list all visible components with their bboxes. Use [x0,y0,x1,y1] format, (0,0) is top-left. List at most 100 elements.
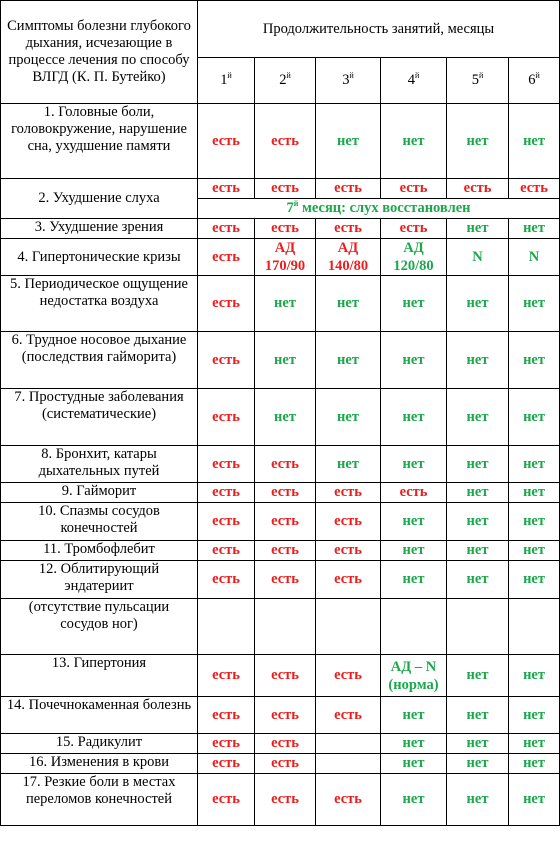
table-row: 5. Периодическое ощущение недостатка воз… [0,275,560,332]
status-cell: есть [254,560,316,599]
status-cell: нет [446,654,509,697]
symptom-cell: 12. Облитирующий эндатериит [0,560,198,599]
status-cell: нет [254,275,316,332]
status-cell: нет [446,331,509,389]
status-cell: есть [197,540,255,561]
table-row: 7. Простудные заболевания (систематическ… [0,388,560,446]
status-cell: нет [446,388,509,446]
month-header: 3й [315,57,381,104]
symptom-cell: 11. Тромбофлебит [0,540,198,561]
status-cell: нет [380,502,447,541]
symptom-cell: 17. Резкие боли в местах переломов конеч… [0,773,198,826]
status-cell: есть [254,178,316,199]
table-row: 9. Гайморит есть есть есть есть нет нет [0,482,560,503]
status-cell: есть [197,275,255,332]
status-cell: есть [254,696,316,734]
table-row: 13. Гипертония есть есть есть АД – N (норма) н… [0,654,560,697]
symptom-cell: 8. Бронхит, катары дыхательных путей [0,445,198,483]
status-cell: есть [197,560,255,599]
status-cell: нет [315,331,381,389]
status-cell: есть [315,540,381,561]
status-cell: N [446,238,509,276]
status-cell: АД 170/90 [254,238,316,276]
status-cell: нет [507,753,560,774]
status-cell: нет [507,560,560,599]
status-cell: есть [254,540,316,561]
status-cell: нет [380,275,447,332]
status-cell: есть [315,502,381,541]
status-cell: есть [254,445,316,483]
status-cell: есть [254,103,316,179]
status-cell: нет [507,331,560,389]
status-cell: нет [446,773,509,826]
status-cell: есть [315,482,381,503]
status-cell: есть [507,178,560,199]
status-cell: нет [446,560,509,599]
status-cell: есть [197,238,255,276]
status-cell: нет [446,753,509,774]
status-cell: нет [507,388,560,446]
month-suffix: й [478,71,484,81]
symptom-cell: 2. Ухудшение слуха [0,178,198,219]
status-cell: есть [254,733,316,754]
status-cell: есть [197,502,255,541]
note-row: 7й месяц: слух восстановлен [1,198,560,219]
month-header: 1й [197,57,255,104]
status-cell: N [507,238,560,276]
status-cell: есть [197,178,255,199]
status-cell: есть [197,331,255,389]
status-cell: есть [380,218,447,239]
status-cell: нет [380,733,447,754]
status-cell: АД 140/80 [315,238,381,276]
status-cell: есть [197,388,255,446]
status-cell: есть [315,773,381,826]
status-cell: нет [446,218,509,239]
duration-header: Продолжительность занятий, месяцы [196,0,560,58]
symptoms-table: Симптомы болезни глубокого дыхания, исче… [0,0,560,826]
status-cell: есть [254,218,316,239]
status-cell: есть [380,482,447,503]
status-cell: есть [197,696,255,734]
status-cell: нет [315,445,381,483]
month-header: 2й [254,57,316,104]
status-cell: есть [254,482,316,503]
month-number: 5 [471,72,479,88]
symptom-cell: 4. Гипертонические кризы [0,238,198,276]
status-cell [507,598,560,655]
status-cell: нет [507,482,560,503]
status-cell: есть [315,654,381,697]
status-cell: есть [380,178,447,199]
status-cell: нет [380,388,447,446]
status-cell: нет [380,696,447,734]
status-cell: нет [380,445,447,483]
status-cell: нет [446,733,509,754]
status-cell: нет [446,103,509,179]
table-row: 12. Облитирующий эндатериит есть есть есть н… [0,560,560,599]
status-cell: есть [254,773,316,826]
status-cell: нет [507,733,560,754]
symptom-cell: 1. Головные боли, головокружение, наруше… [0,103,198,179]
status-cell: нет [446,696,509,734]
table-row: 17. Резкие боли в местах переломов конеч… [0,773,560,826]
status-cell: нет [315,103,381,179]
table-row: 4. Гипертонические кризы есть АД 170/90 АД 14… [0,238,560,276]
month-header: 5й [446,57,509,104]
status-cell: есть [197,103,255,179]
status-cell: нет [315,388,381,446]
symptom-cell: 16. Изменения в крови [0,753,198,774]
month-suffix: й [414,71,420,81]
status-cell: нет [380,560,447,599]
status-cell [315,598,381,655]
hearing-restored-note: 7й месяц: слух восстановлен [196,198,560,219]
status-cell [254,598,316,655]
status-cell: нет [507,540,560,561]
status-cell [380,598,447,655]
status-cell: нет [380,540,447,561]
status-cell [315,733,381,754]
symptom-cell: 14. Почечнокаменная болезнь [0,696,198,734]
status-cell: нет [380,753,447,774]
status-cell: есть [197,482,255,503]
status-cell: нет [507,275,560,332]
status-cell: есть [315,696,381,734]
status-cell [315,753,381,774]
